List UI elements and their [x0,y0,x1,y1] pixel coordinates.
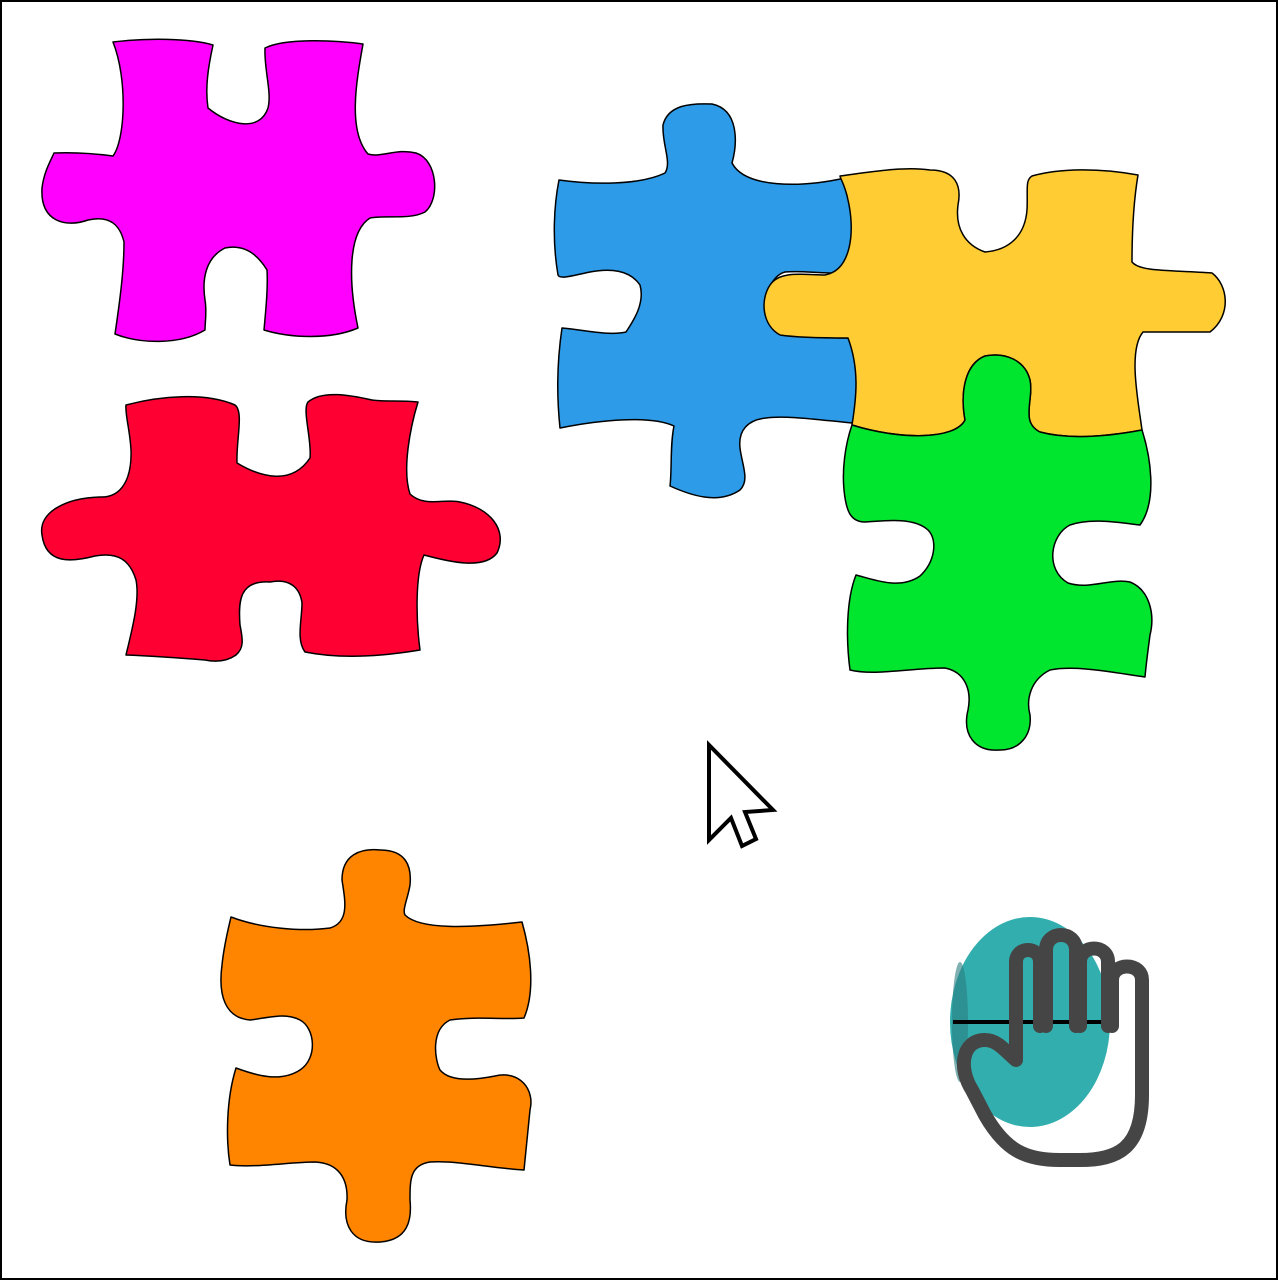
puzzle-piece-blue[interactable] [553,103,859,499]
puzzle-piece-magenta[interactable] [41,38,436,343]
arrow-pointer-icon [707,740,778,849]
hand-grab-icon [950,917,1149,1167]
puzzle-piece-green[interactable] [842,354,1153,751]
puzzle-piece-orange[interactable] [220,848,532,1243]
puzzle-piece-red[interactable] [40,393,502,662]
